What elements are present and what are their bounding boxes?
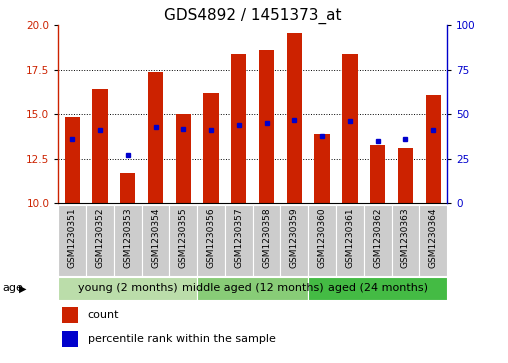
Text: GSM1230355: GSM1230355 — [179, 207, 188, 268]
Text: GSM1230362: GSM1230362 — [373, 207, 382, 268]
Text: GSM1230353: GSM1230353 — [123, 207, 132, 268]
Bar — [259, 50, 274, 203]
Bar — [342, 54, 358, 203]
Bar — [114, 205, 142, 276]
Bar — [280, 205, 308, 276]
Bar — [170, 205, 197, 276]
Bar — [225, 205, 253, 276]
Bar — [65, 117, 80, 203]
Text: ▶: ▶ — [19, 284, 27, 293]
Text: GSM1230354: GSM1230354 — [151, 207, 160, 268]
Bar — [253, 205, 280, 276]
Bar — [142, 205, 170, 276]
Text: GSM1230361: GSM1230361 — [345, 207, 355, 268]
Bar — [58, 205, 86, 276]
Bar — [62, 307, 78, 323]
Text: aged (24 months): aged (24 months) — [328, 284, 428, 293]
Title: GDS4892 / 1451373_at: GDS4892 / 1451373_at — [164, 8, 341, 24]
Bar — [86, 205, 114, 276]
Text: GSM1230364: GSM1230364 — [429, 207, 438, 268]
Bar — [398, 148, 413, 203]
Text: middle aged (12 months): middle aged (12 months) — [182, 284, 324, 293]
Bar — [197, 205, 225, 276]
Bar — [231, 54, 246, 203]
Bar — [287, 33, 302, 203]
Text: GSM1230357: GSM1230357 — [234, 207, 243, 268]
Bar — [197, 277, 308, 300]
Bar — [204, 93, 219, 203]
Bar — [336, 205, 364, 276]
Text: count: count — [87, 310, 119, 320]
Bar — [120, 173, 136, 203]
Bar — [419, 205, 447, 276]
Text: GSM1230356: GSM1230356 — [207, 207, 215, 268]
Bar — [426, 95, 441, 203]
Bar — [364, 205, 392, 276]
Bar — [176, 114, 191, 203]
Text: GSM1230352: GSM1230352 — [96, 207, 105, 268]
Bar — [58, 277, 197, 300]
Bar — [308, 205, 336, 276]
Text: GSM1230359: GSM1230359 — [290, 207, 299, 268]
Bar — [62, 331, 78, 347]
Bar — [392, 205, 419, 276]
Bar — [92, 89, 108, 203]
Bar — [308, 277, 447, 300]
Text: age: age — [3, 284, 23, 293]
Text: GSM1230358: GSM1230358 — [262, 207, 271, 268]
Text: percentile rank within the sample: percentile rank within the sample — [87, 334, 275, 344]
Text: young (2 months): young (2 months) — [78, 284, 178, 293]
Text: GSM1230351: GSM1230351 — [68, 207, 77, 268]
Bar — [148, 72, 163, 203]
Bar — [314, 134, 330, 203]
Bar — [370, 144, 385, 203]
Text: GSM1230360: GSM1230360 — [318, 207, 327, 268]
Text: GSM1230363: GSM1230363 — [401, 207, 410, 268]
